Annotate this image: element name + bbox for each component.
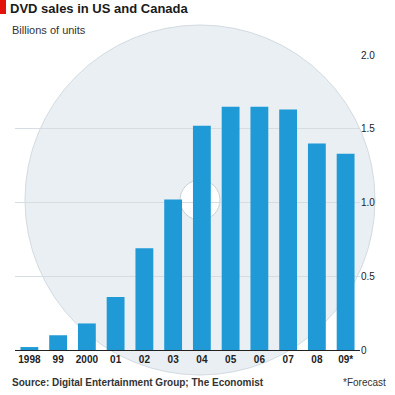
svg-text:2.0: 2.0 <box>361 50 375 61</box>
svg-text:02: 02 <box>139 354 151 365</box>
svg-text:07: 07 <box>283 354 295 365</box>
svg-text:08: 08 <box>311 354 323 365</box>
svg-text:1.0: 1.0 <box>361 197 375 208</box>
svg-text:04: 04 <box>196 354 208 365</box>
svg-text:1998: 1998 <box>18 354 41 365</box>
svg-text:03: 03 <box>168 354 180 365</box>
svg-text:Source: Digital Entertainment: Source: Digital Entertainment Group; The… <box>12 377 264 388</box>
svg-text:0.5: 0.5 <box>361 271 375 282</box>
svg-text:2000: 2000 <box>76 354 99 365</box>
svg-text:*Forecast: *Forecast <box>343 377 386 388</box>
svg-text:1.5: 1.5 <box>361 123 375 134</box>
svg-text:06: 06 <box>254 354 266 365</box>
svg-text:09*: 09* <box>338 354 353 365</box>
svg-text:99: 99 <box>53 354 65 365</box>
svg-text:01: 01 <box>110 354 122 365</box>
svg-text:DVD sales in US and Canada: DVD sales in US and Canada <box>10 1 188 16</box>
svg-text:05: 05 <box>225 354 237 365</box>
svg-text:0: 0 <box>361 345 367 356</box>
svg-text:Billions of units: Billions of units <box>12 24 86 36</box>
